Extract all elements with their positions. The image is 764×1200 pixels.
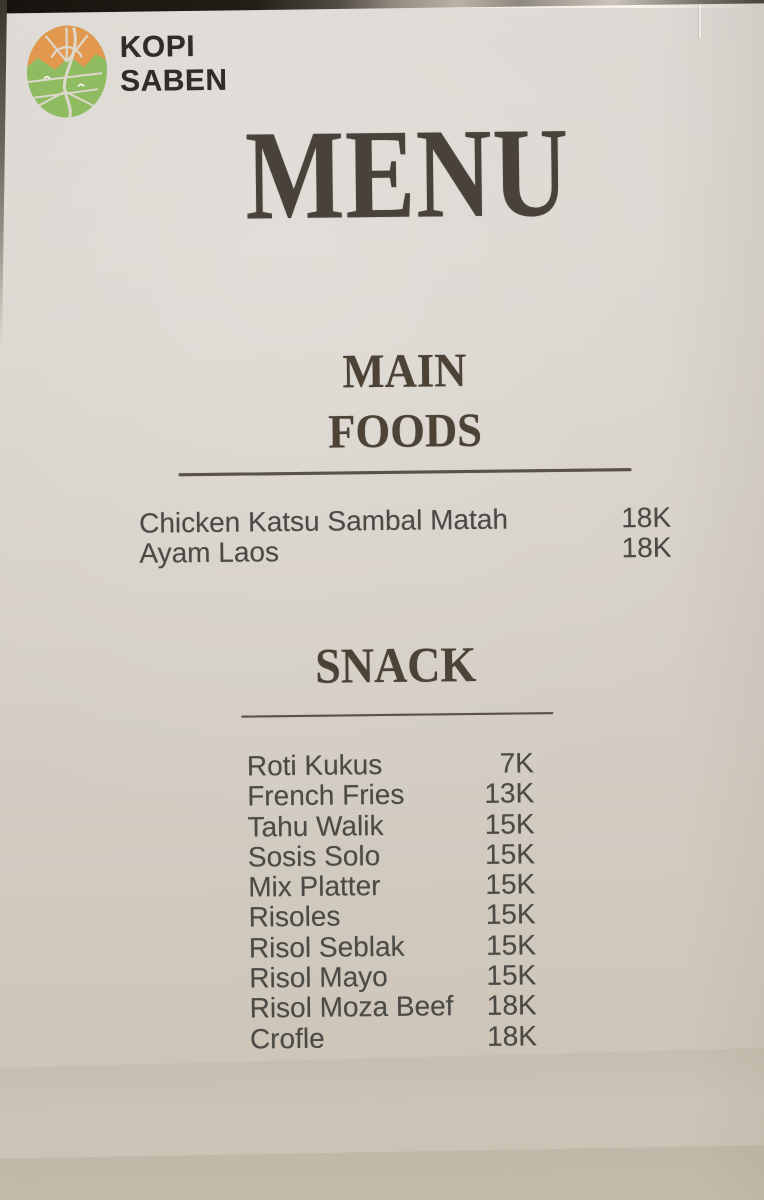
menu-item-name: Risol Seblak (248, 930, 405, 964)
item-list-main-foods: Chicken Katsu Sambal Matah 18K Ayam Laos… (138, 501, 672, 569)
coffee-bean-landscape-logo (24, 23, 110, 120)
menu-item-name: Ayam Laos (139, 535, 280, 569)
page-title: MENU (244, 100, 570, 247)
menu-item-name: Risol Mayo (249, 961, 388, 994)
menu-item-name: Mix Platter (248, 870, 381, 903)
menu-item-row: Sosis Solo 15K (247, 838, 536, 873)
menu-item-row: Mix Platter 15K (248, 868, 536, 903)
menu-item-price: 7K (499, 747, 535, 779)
menu-item-price: 18K (621, 531, 672, 563)
menu-item-row: Risol Moza Beef 18K (249, 989, 537, 1025)
menu-item-name: Sosis Solo (247, 839, 381, 873)
section-heading-line: FOODS (327, 403, 483, 459)
brand-name-line2: SABEN (119, 63, 228, 98)
menu-item-row: French Fries 13K (247, 777, 535, 813)
menu-item-price: 15K (486, 959, 537, 991)
section-heading-snack: SNACK (44, 634, 747, 697)
menu-item-row: Crofle 18K (249, 1019, 538, 1055)
menu-item-name: Tahu Walik (247, 809, 384, 843)
menu-item-price: 15K (485, 929, 537, 961)
menu-item-name: Chicken Katsu Sambal Matah (138, 503, 509, 539)
menu-item-price: 15K (485, 898, 536, 931)
brand-name: KOPI SABEN (120, 30, 228, 99)
menu-item-price: 15K (484, 838, 536, 870)
section-heading-line: SNACK (314, 635, 477, 694)
menu-item-price: 15K (485, 868, 536, 901)
menu-item-price: 18K (486, 1019, 538, 1052)
menu-item-price: 18K (486, 989, 537, 1022)
brand-name-line1: KOPI (119, 30, 196, 64)
brand-header: KOPI SABEN (21, 22, 228, 120)
stand-left-edge (0, 0, 7, 345)
menu-item-row: Roti Kukus 7K (246, 747, 535, 782)
menu-item-row: Risol Seblak 15K (248, 929, 537, 964)
menu-item-row: Risol Mayo 15K (249, 959, 537, 994)
menu-item-name: Risoles (248, 900, 341, 934)
item-list-snack: Roti Kukus 7K French Fries 13K Tahu Wali… (246, 747, 538, 1055)
section-heading-main-foods: MAIN FOODS (49, 338, 761, 466)
section-divider-main-foods (178, 468, 632, 476)
menu-item-row: Risoles 15K (248, 898, 536, 934)
menu-item-name: French Fries (247, 779, 405, 812)
menu-item-name: Risol Moza Beef (249, 990, 454, 1024)
menu-item-row: Tahu Walik 15K (247, 807, 535, 843)
section-heading-line: MAIN (342, 344, 467, 399)
menu-item-row: Ayam Laos 18K (139, 531, 672, 569)
menu-item-price: 13K (484, 777, 535, 810)
section-divider-snack (241, 712, 554, 718)
sleeve-corner-seam (699, 0, 701, 38)
menu-item-price: 18K (621, 501, 672, 534)
menu-item-price: 15K (484, 807, 535, 840)
menu-item-name: Roti Kukus (246, 749, 383, 782)
menu-item-name: Crofle (249, 1022, 325, 1055)
